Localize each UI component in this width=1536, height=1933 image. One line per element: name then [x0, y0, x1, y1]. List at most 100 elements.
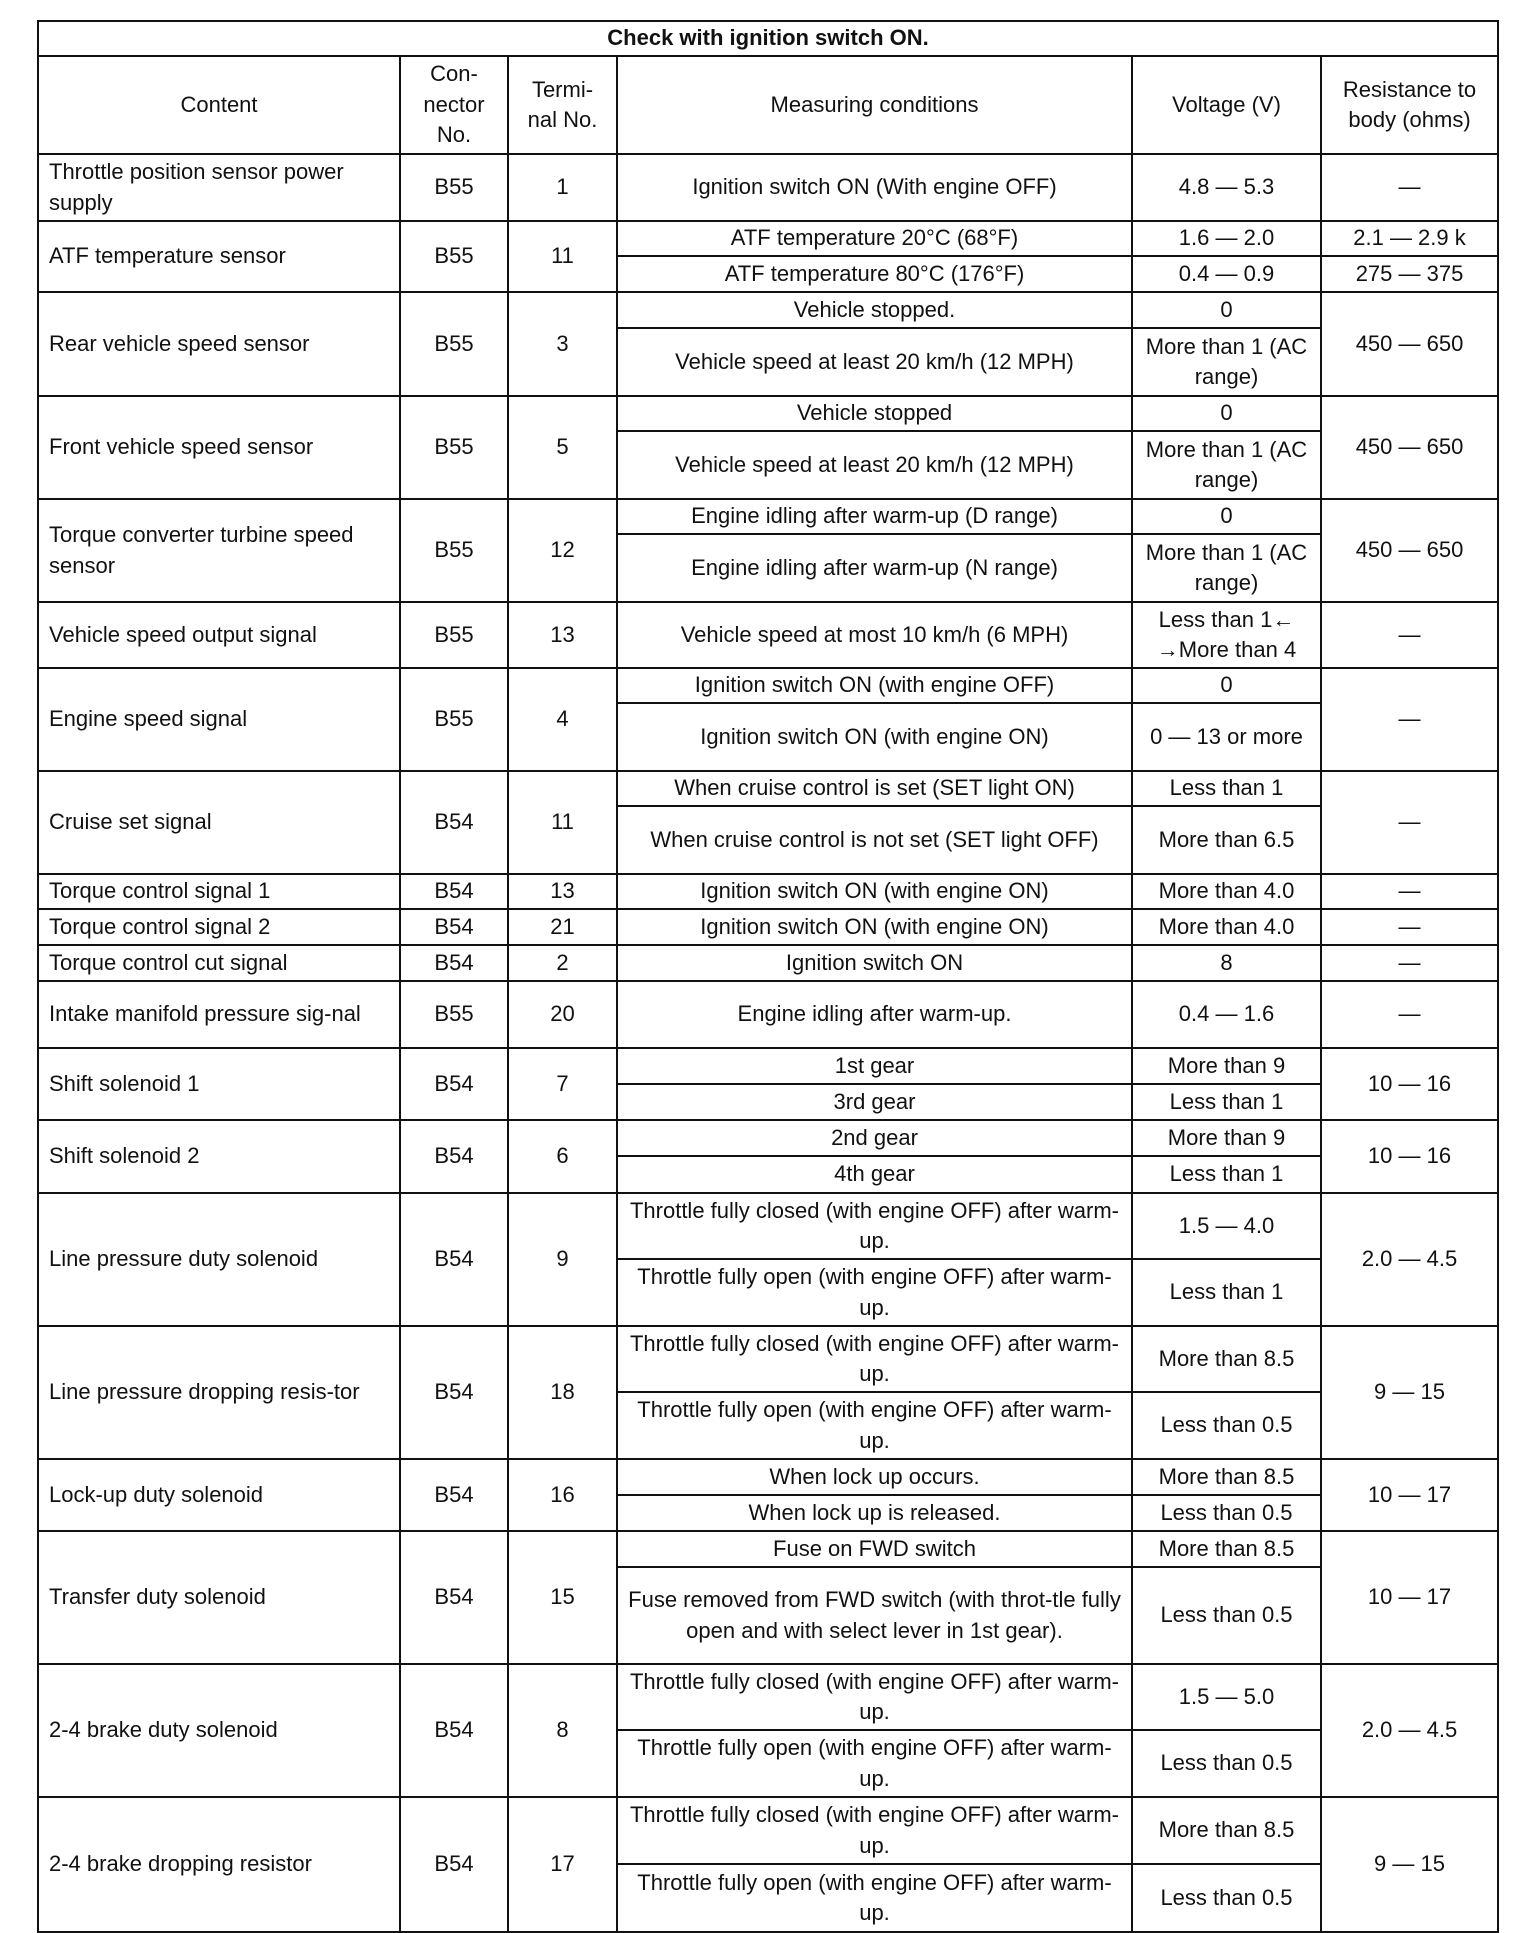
terminal-cell: 5	[507, 395, 618, 500]
terminal-cell: 13	[507, 873, 618, 910]
table-row: Cruise set signal B54 11 When cruise contro…	[37, 770, 1500, 875]
voltage-cell: 8	[1131, 944, 1322, 982]
table-row: Engine speed signal B55 4 Ignition switch O…	[37, 667, 1500, 772]
connector-cell: B55	[399, 667, 509, 772]
content-cell: Intake manifold pressure sig-nal	[37, 980, 401, 1049]
condition-cell: When lock up is released.	[616, 1494, 1133, 1532]
table-row: Rear vehicle speed sensor B55 3 Vehicle sto…	[37, 291, 1500, 397]
header-connector: Con- nector No.	[399, 55, 509, 155]
connector-cell: B54	[399, 1796, 509, 1933]
voltage-cell: More than 9	[1131, 1119, 1322, 1157]
voltage-cell: 0	[1131, 498, 1322, 535]
condition-cell: Vehicle speed at least 20 km/h (12 MPH)	[616, 430, 1133, 500]
ignition-check-table: Check with ignition switch ON. Content C…	[36, 20, 1500, 1933]
table-row: Intake manifold pressure sig-nal B55 20 Eng…	[37, 980, 1500, 1049]
table-row: Line pressure dropping resis-tor B54 18 Thr…	[37, 1325, 1500, 1460]
connector-cell: B55	[399, 601, 509, 669]
resistance-cell: 2.0 — 4.5	[1319, 1663, 1500, 1798]
table-row: Torque control signal 1 B54 13 Ignition swi…	[37, 873, 1500, 910]
content-cell: Lock-up duty solenoid	[37, 1458, 401, 1532]
terminal-cell: 12	[507, 498, 618, 603]
voltage-cell: Less than 0.5	[1131, 1566, 1322, 1665]
connector-cell: B54	[399, 944, 509, 982]
table-row: Lock-up duty solenoid B54 16 When lock up o…	[37, 1458, 1500, 1532]
table-row: When lock up is released. Less than 0.5	[38, 1494, 1498, 1532]
connector-cell: B54	[399, 1047, 509, 1121]
condition-cell: Throttle fully closed (with engine OFF) …	[616, 1325, 1133, 1393]
table-row: Throttle fully open (with engine OFF) af…	[38, 1258, 1498, 1327]
voltage-cell: 1.5 — 4.0	[1131, 1192, 1322, 1260]
condition-cell: Ignition switch ON (with engine ON)	[616, 908, 1133, 946]
terminal-cell: 1	[507, 153, 618, 222]
content-cell: Line pressure duty solenoid	[37, 1192, 401, 1327]
connector-cell: B54	[399, 1530, 509, 1665]
resistance-cell: 10 — 16	[1319, 1119, 1500, 1194]
content-cell: Torque control signal 1	[37, 873, 401, 910]
condition-cell: Throttle fully closed (with engine OFF) …	[616, 1796, 1133, 1865]
terminal-cell: 16	[507, 1458, 618, 1532]
connector-cell: B55	[399, 220, 509, 293]
terminal-cell: 13	[507, 601, 618, 669]
connector-cell: B55	[399, 153, 509, 222]
voltage-cell: Less than 0.5	[1131, 1391, 1322, 1460]
table-row: Fuse removed from FWD switch (with throt…	[38, 1566, 1498, 1665]
table-row: Front vehicle speed sensor B55 5 Vehicle st…	[37, 395, 1500, 500]
voltage-cell: More than 9	[1131, 1047, 1322, 1085]
content-cell: Transfer duty solenoid	[37, 1530, 401, 1665]
connector-cell: B55	[399, 980, 509, 1049]
header-voltage: Voltage (V)	[1131, 55, 1322, 155]
table-title: Check with ignition switch ON.	[36, 20, 1500, 57]
content-cell: Vehicle speed output signal	[37, 601, 401, 669]
table-row: Transfer duty solenoid B54 15 Fuse on FWD s…	[37, 1530, 1500, 1665]
table-row: Torque control signal 2 B54 21 Ignition swi…	[37, 908, 1500, 946]
voltage-cell: More than 8.5	[1131, 1530, 1322, 1568]
condition-cell: Ignition switch ON (with engine ON)	[616, 702, 1133, 772]
resistance-cell: 9 — 15	[1319, 1325, 1500, 1460]
content-cell: Front vehicle speed sensor	[37, 395, 401, 500]
content-cell: Torque control signal 2	[37, 908, 401, 946]
resistance-cell: 10 — 17	[1319, 1458, 1500, 1532]
condition-cell: When cruise control is set (SET light ON…	[616, 770, 1133, 807]
content-cell: Line pressure dropping resis-tor	[37, 1325, 401, 1460]
voltage-cell: Less than 1	[1131, 1155, 1322, 1194]
resistance-cell: 10 — 16	[1319, 1047, 1500, 1121]
voltage-cell: 0 — 13 or more	[1131, 702, 1322, 772]
content-cell: Engine speed signal	[37, 667, 401, 772]
table-row: Vehicle speed at least 20 km/h (12 MPH) M…	[38, 327, 1498, 397]
condition-cell: When cruise control is not set (SET ligh…	[616, 805, 1133, 875]
resistance-cell: —	[1319, 153, 1500, 222]
content-cell: Shift solenoid 1	[37, 1047, 401, 1121]
voltage-cell: More than 1 (AC range)	[1131, 533, 1322, 603]
voltage-cell: Less than 0.5	[1131, 1863, 1322, 1933]
resistance-cell: 9 — 15	[1319, 1796, 1500, 1933]
connector-cell: B54	[399, 770, 509, 875]
content-cell: 2-4 brake dropping resistor	[37, 1796, 401, 1933]
table-row: Throttle position sensor power supply B55…	[37, 153, 1500, 222]
table-row: Torque control cut signal B54 2 Ignition sw…	[37, 944, 1500, 982]
resistance-cell: 2.0 — 4.5	[1319, 1192, 1500, 1327]
condition-cell: Throttle fully closed (with engine OFF) …	[616, 1192, 1133, 1260]
content-cell: ATF temperature sensor	[37, 220, 401, 293]
condition-cell: 4th gear	[616, 1155, 1133, 1194]
voltage-cell: More than 8.5	[1131, 1796, 1322, 1865]
resistance-cell: —	[1319, 873, 1500, 910]
condition-cell: Throttle fully closed (with engine OFF) …	[616, 1663, 1133, 1731]
table-row: Vehicle speed at least 20 km/h (12 MPH) M…	[38, 430, 1498, 500]
header-terminal: Termi- nal No.	[507, 55, 618, 155]
table-row: Ignition switch ON (with engine ON) 0 — 1…	[38, 702, 1498, 772]
content-cell: Rear vehicle speed sensor	[37, 291, 401, 397]
table-row: ATF temperature 80°C (176°F) 0.4 — 0.9 275…	[38, 255, 1500, 293]
condition-cell: Ignition switch ON (with engine ON)	[616, 873, 1133, 910]
table-row: Engine idling after warm-up (N range) Mor…	[38, 533, 1498, 603]
condition-cell: Throttle fully open (with engine OFF) af…	[616, 1258, 1133, 1327]
resistance-cell: 450 — 650	[1319, 291, 1500, 397]
terminal-cell: 7	[507, 1047, 618, 1121]
condition-cell: Ignition switch ON (With engine OFF)	[616, 153, 1133, 222]
condition-cell: Throttle fully open (with engine OFF) af…	[616, 1391, 1133, 1460]
voltage-cell: More than 6.5	[1131, 805, 1322, 875]
voltage-cell: 4.8 — 5.3	[1131, 153, 1322, 222]
table-row: Throttle fully open (with engine OFF) af…	[38, 1729, 1498, 1798]
condition-cell: Vehicle speed at least 20 km/h (12 MPH)	[616, 327, 1133, 397]
resistance-cell: 275 — 375	[1319, 255, 1500, 293]
condition-cell: Engine idling after warm-up.	[616, 980, 1133, 1049]
